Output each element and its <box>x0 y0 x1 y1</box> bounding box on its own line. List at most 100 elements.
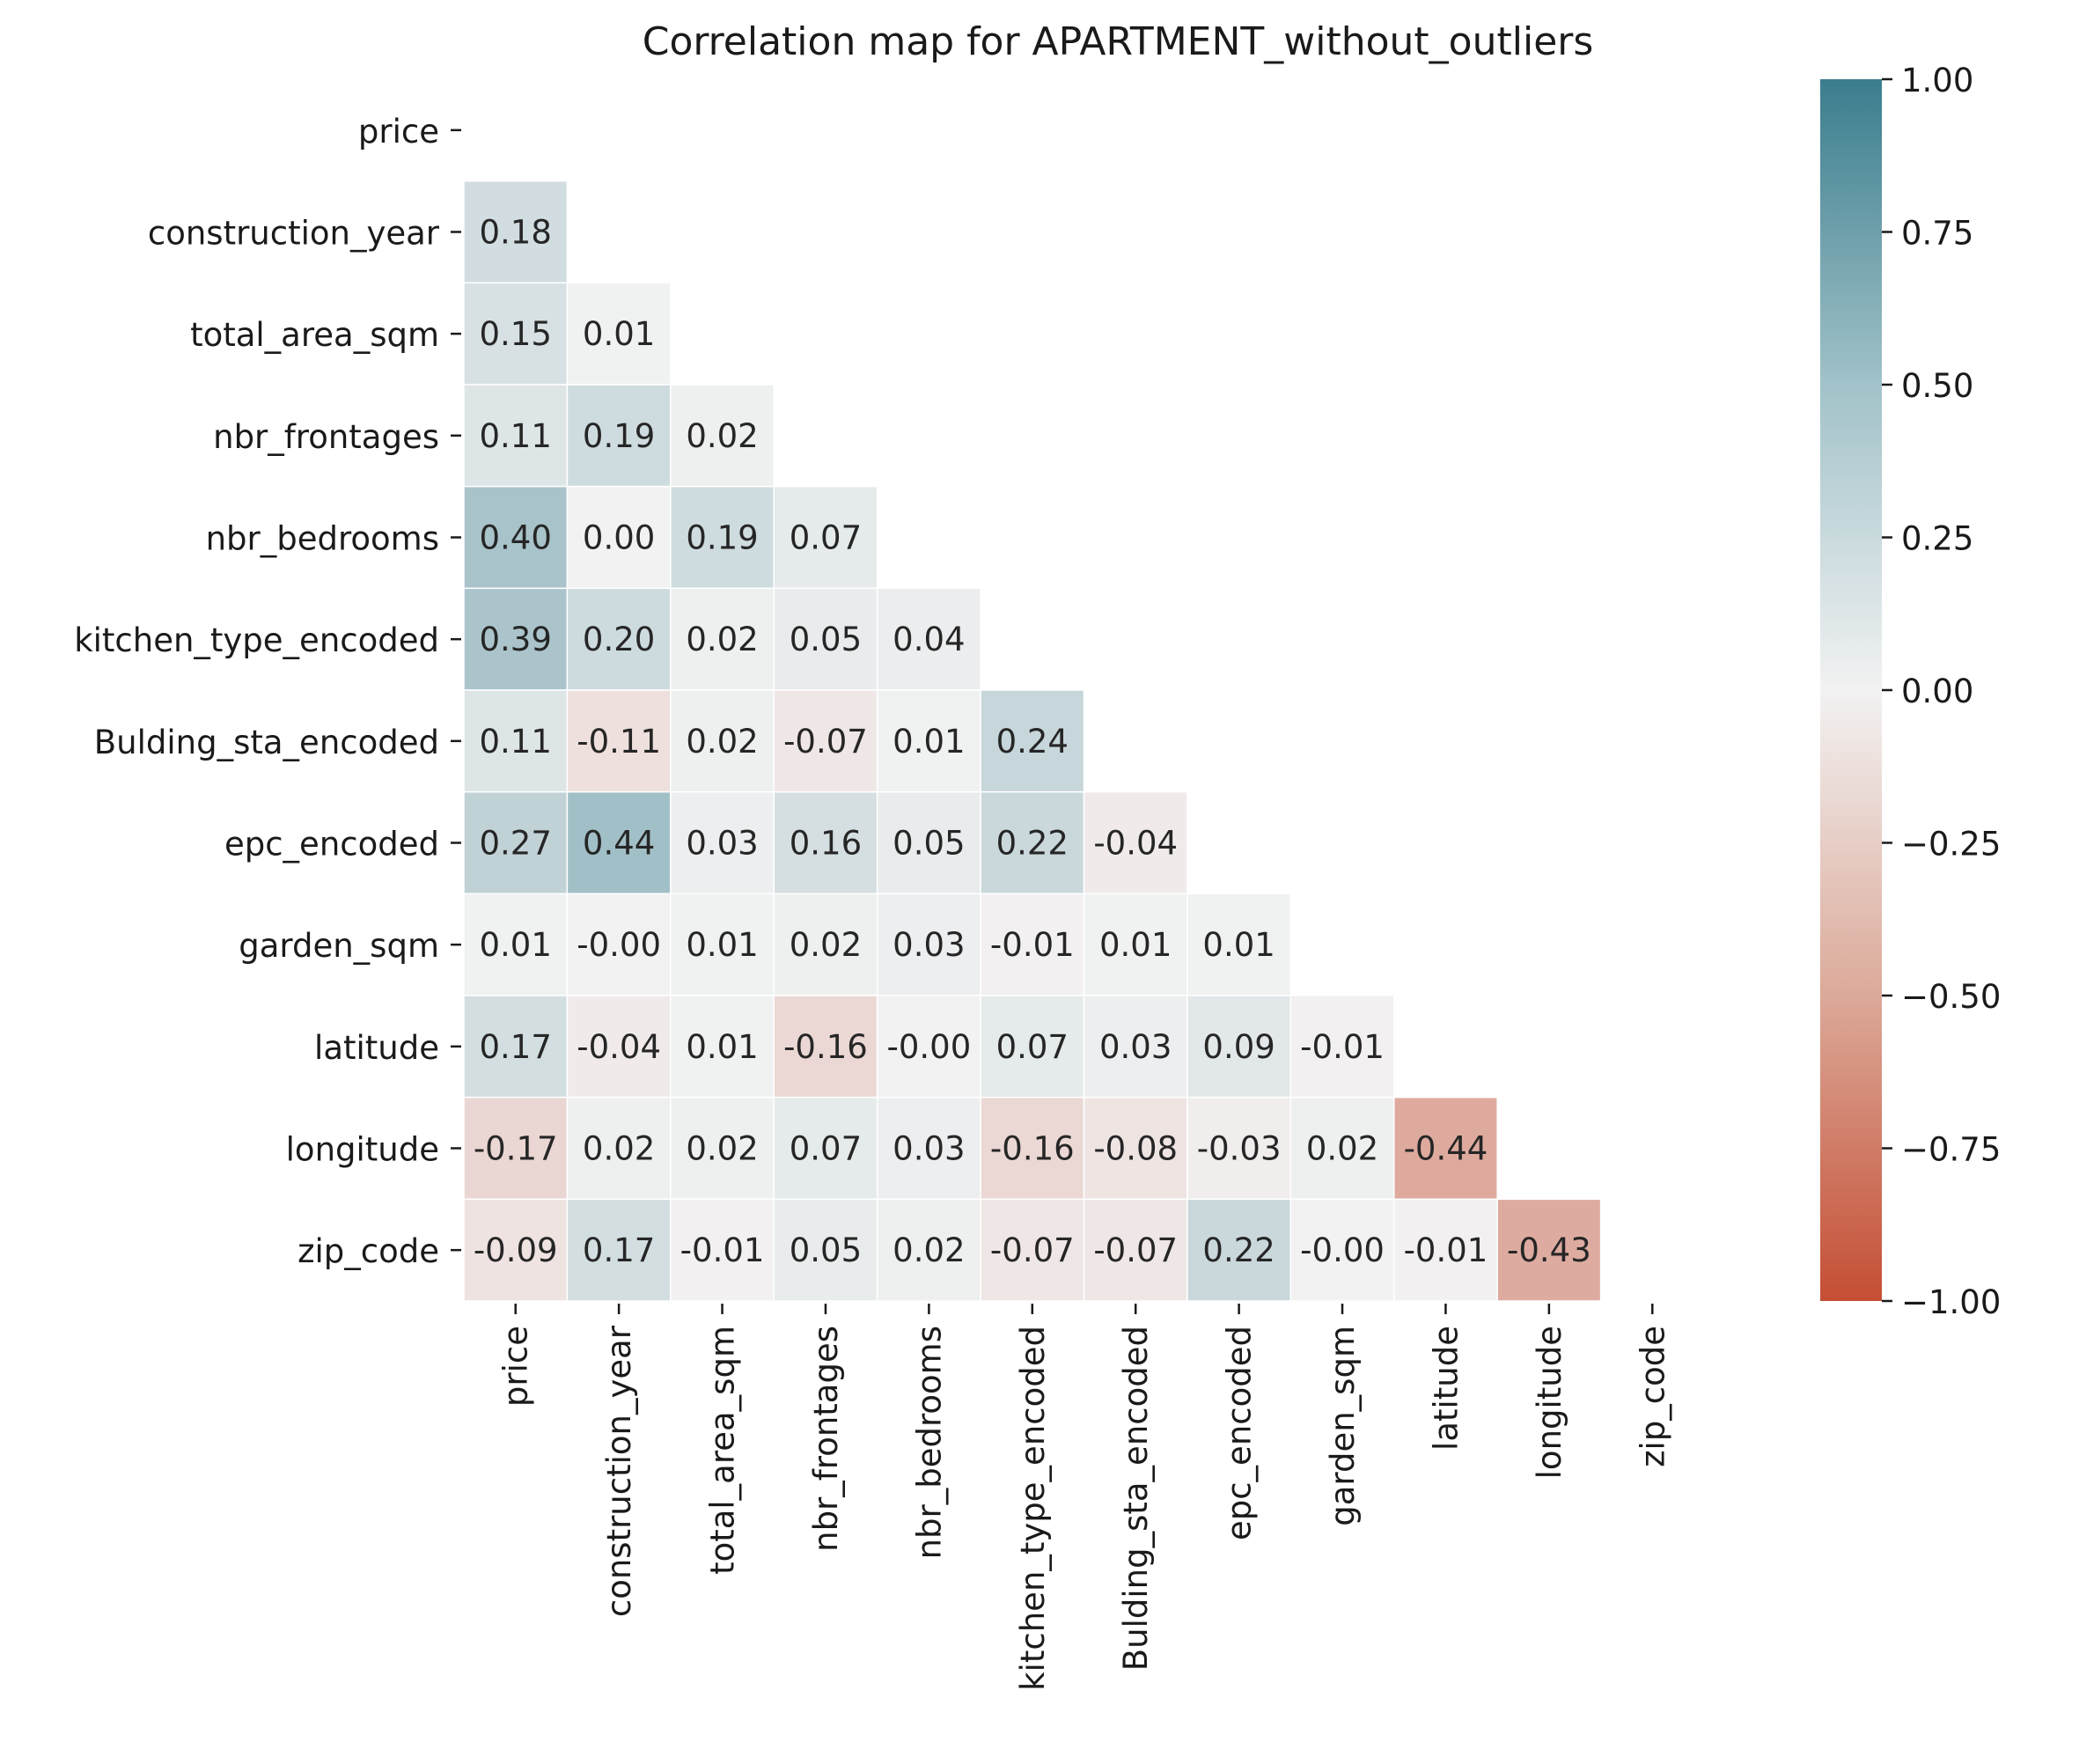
cell-value-label: 0.02 <box>686 1130 758 1168</box>
cell-value-label: 0.07 <box>790 1130 862 1168</box>
heatmap-cell <box>670 689 775 793</box>
heatmap-cell <box>1393 1096 1498 1201</box>
heatmap-cell <box>463 689 569 793</box>
heatmap-cell <box>773 1096 878 1201</box>
y-tick-label: longitude <box>286 1131 439 1169</box>
heatmap-cell <box>1289 1096 1395 1201</box>
y-tick-label: Bulding_sta_encoded <box>94 724 439 761</box>
cell-value-label: 0.02 <box>686 417 758 455</box>
cell-value-label: -0.16 <box>990 1130 1075 1168</box>
cell-value-label: -0.17 <box>474 1130 558 1168</box>
x-axis: price construction_year total_area_sqm nbr_… <box>497 1304 1671 1691</box>
cell-value-label: 0.05 <box>790 1231 862 1269</box>
x-tick-label: zip_code <box>1634 1326 1671 1467</box>
y-tick-label: epc_encoded <box>224 826 439 864</box>
cell-value-label: 0.22 <box>996 825 1069 863</box>
y-tick-label: nbr_bedrooms <box>206 520 439 558</box>
cell-value-label: 0.18 <box>480 214 552 252</box>
heatmap-cell <box>773 689 878 793</box>
heatmap-cell <box>463 180 569 284</box>
cell-value-label: -0.07 <box>990 1231 1075 1269</box>
heatmap-cell <box>773 485 878 590</box>
y-tick-label: latitude <box>314 1029 439 1067</box>
cell-value-label: 0.03 <box>893 1130 965 1168</box>
y-tick-label: zip_code <box>298 1232 439 1270</box>
cell-value-label: -0.01 <box>990 926 1075 964</box>
cell-value-label: -0.07 <box>783 723 868 761</box>
heatmap-cell <box>876 587 981 691</box>
cell-value-label: 0.01 <box>686 1028 758 1066</box>
heatmap-cell <box>1083 893 1188 996</box>
heatmap-cell <box>1186 893 1292 996</box>
chart-title: Correlation map for APARTMENT_without_ou… <box>643 19 1594 64</box>
cell-value-label: 0.02 <box>893 1231 965 1269</box>
cell-value-label: 0.00 <box>583 519 655 557</box>
heatmap-cell <box>566 995 672 1099</box>
cell-value-label: -0.00 <box>577 926 661 964</box>
cell-value-label: -0.09 <box>474 1231 558 1269</box>
cell-value-label: 0.24 <box>996 723 1069 761</box>
cell-value-label: -0.00 <box>887 1028 972 1066</box>
cell-value-label: 0.17 <box>583 1231 655 1269</box>
cell-value-label: -0.08 <box>1093 1130 1178 1168</box>
cell-value-label: -0.16 <box>783 1028 868 1066</box>
cell-value-label: 0.39 <box>480 621 552 658</box>
colorbar-tick-label: 0.25 <box>1901 520 1973 558</box>
cell-value-label: 0.02 <box>583 1130 655 1168</box>
cell-value-label: 0.07 <box>996 1028 1069 1066</box>
cell-value-label: -0.44 <box>1404 1130 1488 1168</box>
cell-value-label: -0.00 <box>1300 1231 1385 1269</box>
x-tick-label: Bulding_sta_encoded <box>1117 1326 1155 1671</box>
heatmap-cell <box>1083 1198 1188 1302</box>
cell-value-label: 0.44 <box>583 825 655 863</box>
y-tick-label: total_area_sqm <box>190 316 439 354</box>
colorbar-tick-label: 0.75 <box>1901 215 1973 253</box>
cell-value-label: 0.15 <box>480 315 552 353</box>
cell-value-label: 0.01 <box>1099 926 1172 964</box>
heatmap-cell <box>463 790 569 895</box>
cell-value-label: 0.01 <box>480 926 552 964</box>
heatmap-cell <box>773 790 878 895</box>
cell-value-label: 0.03 <box>1099 1028 1172 1066</box>
heatmap-cell <box>670 893 775 996</box>
heatmap-cell <box>1186 1096 1292 1201</box>
cell-value-label: -0.04 <box>1093 825 1178 863</box>
cell-value-label: 0.20 <box>583 621 655 658</box>
colorbar-gradient <box>1820 79 1882 1301</box>
colorbar-tick-label: −0.50 <box>1901 978 2001 1016</box>
heatmap-cell <box>566 790 672 895</box>
cell-value-label: -0.01 <box>1300 1028 1385 1066</box>
heatmap-cell <box>670 995 775 1099</box>
x-tick-label: epc_encoded <box>1221 1326 1259 1540</box>
heatmap-cell <box>670 384 775 488</box>
y-tick-label: kitchen_type_encoded <box>74 621 439 659</box>
heatmap-cell <box>876 1096 981 1201</box>
x-tick-label: construction_year <box>600 1325 638 1617</box>
y-tick-label: price <box>358 113 439 151</box>
cell-value-label: 0.05 <box>790 621 862 658</box>
heatmap-cell <box>1083 790 1188 895</box>
cell-value-label: 0.11 <box>480 723 552 761</box>
heatmap-cell <box>773 587 878 691</box>
heatmap-cell <box>463 893 569 996</box>
cell-value-label: -0.11 <box>577 723 661 761</box>
heatmap-cell <box>463 1096 569 1201</box>
cell-value-label: -0.01 <box>1404 1231 1488 1269</box>
cell-value-label: 0.02 <box>790 926 862 964</box>
colorbar-tick-label: 1.00 <box>1901 62 1973 99</box>
heatmap-cell <box>1289 1198 1395 1302</box>
heatmap-cell <box>980 995 1085 1099</box>
colorbar-tick-label: −0.25 <box>1901 826 2001 864</box>
x-tick-label: longitude <box>1531 1326 1568 1479</box>
colorbar-tick-label: 0.00 <box>1901 673 1973 710</box>
x-tick-label: nbr_bedrooms <box>910 1326 948 1559</box>
x-tick-label: kitchen_type_encoded <box>1014 1326 1052 1691</box>
cell-value-label: -0.07 <box>1093 1231 1178 1269</box>
heatmap-cell <box>1496 1198 1602 1302</box>
colorbar-tick-label: −0.75 <box>1901 1131 2001 1169</box>
cell-value-label: 0.11 <box>480 417 552 455</box>
heatmap-cell <box>566 587 672 691</box>
cell-value-label: 0.04 <box>893 621 965 658</box>
heatmap-cell <box>463 1198 569 1302</box>
x-tick-label: garden_sqm <box>1324 1326 1362 1526</box>
